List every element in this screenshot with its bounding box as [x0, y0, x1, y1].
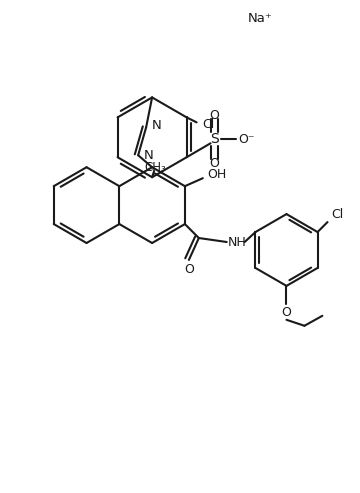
Text: O: O — [184, 263, 194, 277]
Text: N: N — [152, 119, 162, 132]
Text: OH: OH — [207, 168, 226, 181]
Text: O: O — [210, 157, 220, 170]
Text: O: O — [210, 109, 220, 122]
Text: Cl: Cl — [202, 118, 215, 131]
Text: CH₃: CH₃ — [144, 161, 166, 174]
Text: O: O — [282, 306, 292, 319]
Text: S: S — [210, 132, 219, 146]
Text: Na⁺: Na⁺ — [247, 12, 272, 25]
Text: N: N — [144, 149, 154, 162]
Text: O⁻: O⁻ — [238, 133, 255, 146]
Text: Cl: Cl — [331, 208, 343, 220]
Text: NH: NH — [227, 236, 246, 248]
